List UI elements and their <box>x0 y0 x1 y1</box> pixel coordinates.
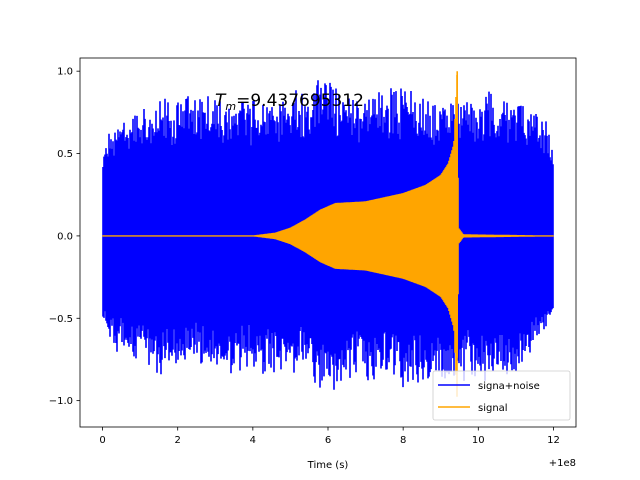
x-tick-label-0: 0 <box>99 435 105 446</box>
x-tick-label-3: 6 <box>325 435 331 446</box>
x-tick-label-6: 12 <box>547 435 560 446</box>
y-tick-label-2: 0.0 <box>57 231 73 242</box>
annotation-subscript: m <box>225 100 236 113</box>
annotation-value: =9.437695312 <box>236 91 364 111</box>
y-axis: 1.0 0.5 0.0 −0.5 −1.0 <box>49 67 80 407</box>
legend-label-noise: signa+noise <box>478 381 540 392</box>
y-tick-label-0: 1.0 <box>57 67 73 78</box>
x-tick-label-4: 8 <box>400 435 406 446</box>
x-axis-label: Time (s) <box>307 460 349 471</box>
legend-label-signal: signal <box>478 403 508 414</box>
annotation: Tm=9.437695312 <box>215 91 364 113</box>
x-tick-label-5: 10 <box>472 435 485 446</box>
y-tick-label-3: −0.5 <box>49 314 73 325</box>
legend: signa+noise signal <box>432 370 571 421</box>
x-axis: 0 2 4 6 8 10 12 <box>99 427 560 446</box>
data-layer <box>102 71 554 397</box>
x-tick-label-1: 2 <box>175 435 181 446</box>
y-tick-label-4: −1.0 <box>49 396 73 407</box>
series-signal <box>102 71 554 397</box>
y-tick-label-1: 0.5 <box>57 149 73 160</box>
x-offset-label: +1e8 <box>549 458 576 469</box>
x-tick-label-2: 4 <box>250 435 256 446</box>
annotation-prefix: T <box>215 91 227 111</box>
